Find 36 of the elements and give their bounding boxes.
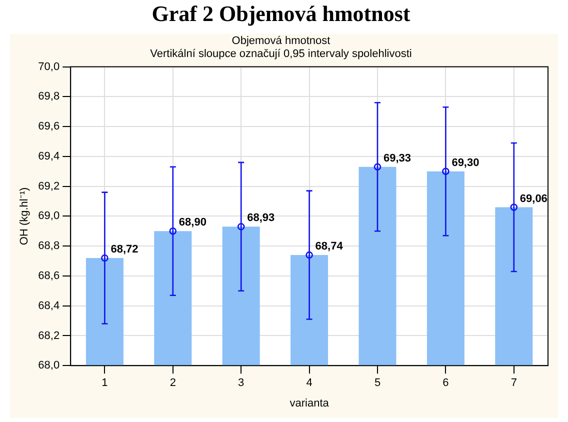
x-tick-label: 6 [442,377,449,390]
point [169,227,177,235]
data-label: 68,90 [178,216,206,229]
data-label: 68,72 [110,244,138,256]
data-label: 68,93 [247,212,275,224]
data-label: 69,06 [520,192,548,205]
y-tick-label: 68,0 [38,360,60,372]
x-tick-label: 2 [170,377,176,390]
point [374,163,382,171]
y-tick-label: 68,6 [38,270,60,282]
y-tick-label: 68,2 [38,330,60,342]
y-tick-label: 69,8 [38,90,60,103]
y-tick-label: 69,4 [38,150,60,162]
x-tick-label: 5 [374,377,381,390]
chart-subtitle: Objemová hmotnost Vertikální sloupce označují 0,95 intervaly spolehlivosti [150,35,412,60]
y-tick-label: 68,8 [38,240,60,252]
point [510,204,518,211]
x-axis-title: varianta [290,397,330,410]
data-label: 68,74 [315,240,344,253]
y-axis-title: OH (kg.hl⁻¹) [18,187,31,246]
x-tick-label: 1 [102,377,108,390]
point [237,223,245,230]
point [101,254,108,262]
x-tick-label: 3 [238,377,244,390]
chart-title: Graf 2 Objemová hmotnost [152,0,411,26]
point [442,168,450,176]
data-label: 69,30 [452,156,480,169]
x-tick-label: 7 [510,377,517,390]
y-tick-label: 69,6 [38,120,60,133]
point [306,251,313,259]
data-label: 69,33 [384,152,412,164]
x-tick-label: 4 [306,377,312,390]
y-tick-label: 69,2 [38,180,60,192]
y-tick-label: 70,0 [38,60,60,73]
y-tick-label: 69,0 [38,210,60,222]
y-tick-label: 68,4 [38,300,60,312]
